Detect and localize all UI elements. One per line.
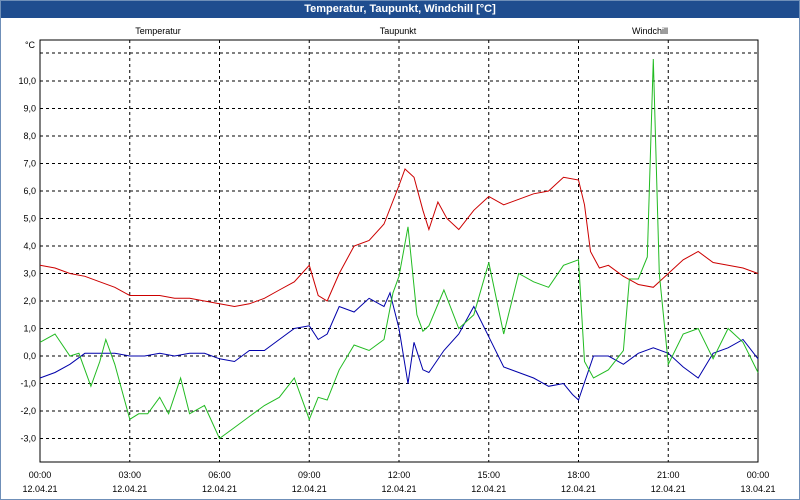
x-tick-time: 21:00 — [657, 470, 680, 480]
y-tick-label: 7,0 — [23, 159, 36, 169]
y-tick-label: 0,0 — [23, 351, 36, 361]
x-tick-date: 13.04.21 — [740, 484, 775, 494]
y-tick-label: 2,0 — [23, 296, 36, 306]
y-tick-label: -2,0 — [20, 406, 36, 416]
window-title: Temperatur, Taupunkt, Windchill [°C] — [1, 1, 799, 18]
legend-temperatur: Temperatur — [135, 26, 181, 36]
y-tick-label: 6,0 — [23, 186, 36, 196]
legend-taupunkt: Taupunkt — [380, 26, 417, 36]
x-tick-time: 18:00 — [567, 470, 590, 480]
x-tick-time: 00:00 — [29, 470, 52, 480]
x-tick-date: 12.04.21 — [22, 484, 57, 494]
y-tick-label: 8,0 — [23, 131, 36, 141]
y-tick-label: 10,0 — [18, 76, 36, 86]
x-tick-date: 12.04.21 — [202, 484, 237, 494]
x-tick-time: 09:00 — [298, 470, 321, 480]
x-tick-date: 12.04.21 — [292, 484, 327, 494]
series-line-temperatur — [39, 168, 759, 308]
x-tick-time: 00:00 — [747, 470, 770, 480]
y-tick-label: 1,0 — [23, 324, 36, 334]
legend-windchill: Windchill — [632, 26, 668, 36]
y-tick-label: 9,0 — [23, 104, 36, 114]
y-tick-label: -1,0 — [20, 379, 36, 389]
y-tick-label: 5,0 — [23, 214, 36, 224]
x-tick-date: 12.04.21 — [651, 484, 686, 494]
x-tick-time: 12:00 — [388, 470, 411, 480]
x-tick-date: 12.04.21 — [112, 484, 147, 494]
y-tick-label: 4,0 — [23, 241, 36, 251]
series-line-windchill — [39, 58, 759, 440]
x-tick-date: 12.04.21 — [381, 484, 416, 494]
x-tick-time: 06:00 — [208, 470, 231, 480]
series-line-taupunkt — [39, 291, 759, 401]
y-tick-label: -3,0 — [20, 434, 36, 444]
x-tick-time: 03:00 — [118, 470, 141, 480]
x-tick-date: 12.04.21 — [471, 484, 506, 494]
y-tick-label: 3,0 — [23, 269, 36, 279]
x-tick-time: 15:00 — [477, 470, 500, 480]
x-tick-date: 12.04.21 — [561, 484, 596, 494]
y-axis-unit: °C — [25, 40, 36, 50]
